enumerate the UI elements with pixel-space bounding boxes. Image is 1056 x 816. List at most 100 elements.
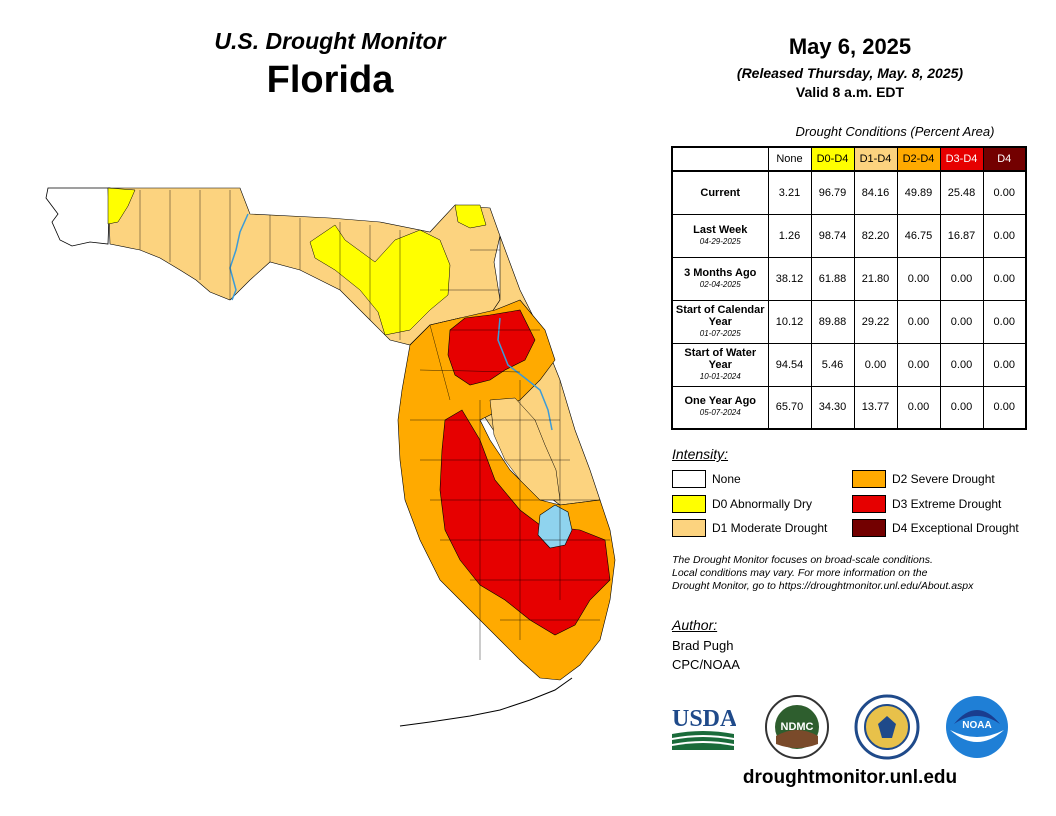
author-name: Brad Pugh (672, 638, 734, 653)
column-header-d2-d4: D2-D4 (896, 146, 941, 172)
legend-swatch-d3 (852, 495, 886, 513)
row-label: Last Week (693, 223, 748, 236)
author-title: Author: (672, 617, 718, 633)
column-header-d0-d4: D0-D4 (810, 146, 855, 172)
lake-okeechobee (537, 504, 573, 549)
legend-label-d0: D0 Abnormally Dry (712, 497, 813, 511)
table-cell: 38.12 (767, 256, 812, 301)
table-row: 3 Months Ago 02-04-2025 38.12 61.88 21.80 0.0… (671, 256, 1027, 301)
table-row: One Year Ago 05-07-2024 65.70 34.30 13.77 0.0… (671, 385, 1027, 430)
row-label: Start of Water Year (684, 346, 757, 371)
legend-item-d1: D1 Moderate Drought (672, 519, 827, 537)
usda-logo: USDA (672, 706, 736, 750)
commerce-seal-logo (854, 694, 920, 760)
row-date: 10-01-2024 (699, 371, 741, 381)
table-cell: 89.88 (810, 299, 855, 344)
legend-item-d2: D2 Severe Drought (852, 470, 995, 488)
table-cell: 0.00 (982, 385, 1027, 430)
map-region-d0-ne (454, 204, 487, 229)
intensity-legend: None D0 Abnormally Dry D1 Moderate Droug… (672, 470, 1042, 542)
table-cell: 96.79 (810, 170, 855, 215)
intensity-title: Intensity: (672, 446, 729, 462)
table-row: Start of Calendar Year 01-07-2025 10.12 89.… (671, 299, 1027, 344)
table-cell: 0.00 (982, 213, 1027, 258)
table-cell: 0.00 (939, 299, 984, 344)
table-cell: 94.54 (767, 342, 812, 387)
florida-keys (399, 677, 573, 727)
row-header: Last Week 04-29-2025 (671, 213, 769, 258)
map-title-block: U.S. Drought Monitor Florida (160, 28, 500, 102)
table-cell: 16.87 (939, 213, 984, 258)
row-header: Start of Water Year 10-01-2024 (671, 342, 769, 387)
drought-stats-table: None D0-D4 D1-D4 D2-D4 D3-D4 D4 Current 3… (671, 146, 1027, 430)
column-header-d3-d4: D3-D4 (939, 146, 984, 172)
map-region-d3-south (439, 409, 611, 636)
table-cell: 0.00 (939, 342, 984, 387)
note-line-3: Drought Monitor, go to https://droughtmo… (672, 580, 974, 592)
table-cell: 0.00 (896, 299, 941, 344)
column-header-d4: D4 (982, 146, 1027, 172)
row-date: 04-29-2025 (699, 236, 741, 246)
row-label: One Year Ago (684, 395, 757, 408)
table-cell: 1.26 (767, 213, 812, 258)
table-row: Last Week 04-29-2025 1.26 98.74 82.20 46.75 16… (671, 213, 1027, 258)
partner-logos: USDA NDMC NOAA (668, 694, 1028, 764)
note-line-1: The Drought Monitor focuses on broad-sca… (672, 554, 933, 566)
table-cell: 25.48 (939, 170, 984, 215)
noaa-logo-text: NOAA (962, 720, 991, 731)
row-header: Start of Calendar Year 01-07-2025 (671, 299, 769, 344)
release-date: (Released Thursday, May. 8, 2025) (736, 65, 964, 81)
table-corner (672, 147, 768, 171)
apalachicola-river (229, 213, 249, 301)
row-header: Current (671, 170, 769, 215)
map-region-d0-north (309, 224, 451, 336)
county-boundaries (139, 190, 610, 660)
legend-swatch-d0 (672, 495, 706, 513)
map-date: May 6, 2025 (788, 34, 912, 59)
table-header-row: None D0-D4 D1-D4 D2-D4 D3-D4 D4 (672, 146, 1027, 172)
table-cell: 3.21 (767, 170, 812, 215)
table-cell: 0.00 (982, 342, 1027, 387)
table-cell: 0.00 (896, 342, 941, 387)
map-region-d3-north (447, 309, 536, 386)
table-cell: 61.88 (810, 256, 855, 301)
table-cell: 0.00 (896, 385, 941, 430)
table-cell: 0.00 (853, 342, 898, 387)
legend-label-d4: D4 Exceptional Drought (892, 521, 1019, 535)
legend-label-d1: D1 Moderate Drought (712, 521, 828, 535)
ndmc-logo-text: NDMC (781, 721, 814, 733)
legend-swatch-d2 (852, 470, 886, 488)
disclaimer-note: The Drought Monitor focuses on broad-sca… (672, 554, 1042, 593)
legend-label-d3: D3 Extreme Drought (892, 497, 1002, 511)
column-header-none: None (767, 146, 812, 172)
row-label: Current (700, 186, 741, 199)
table-cell: 10.12 (767, 299, 812, 344)
table-cell: 0.00 (939, 385, 984, 430)
florida-drought-map (45, 187, 616, 727)
row-date: 01-07-2025 (699, 328, 741, 338)
legend-item-none: None (672, 470, 741, 488)
table-cell: 46.75 (896, 213, 941, 258)
row-header: One Year Ago 05-07-2024 (671, 385, 769, 430)
date-block: May 6, 2025 (Released Thursday, May. 8, … (690, 34, 1010, 100)
table-cell: 49.89 (896, 170, 941, 215)
table-cell: 0.00 (896, 256, 941, 301)
table-cell: 21.80 (853, 256, 898, 301)
legend-swatch-d4 (852, 519, 886, 537)
ndmc-logo: NDMC (765, 695, 829, 759)
table-cell: 5.46 (810, 342, 855, 387)
column-header-d1-d4: D1-D4 (853, 146, 898, 172)
row-header: 3 Months Ago 02-04-2025 (671, 256, 769, 301)
row-date: 05-07-2024 (699, 408, 741, 418)
table-row: Current 3.21 96.79 84.16 49.89 25.48 0.00 (671, 170, 1027, 215)
website-link[interactable]: droughtmonitor.unl.edu (742, 767, 958, 788)
table-cell: 0.00 (982, 256, 1027, 301)
table-cell: 0.00 (982, 170, 1027, 215)
noaa-logo: NOAA (946, 696, 1008, 758)
table-cell: 82.20 (853, 213, 898, 258)
table-caption: Drought Conditions (Percent Area) (795, 124, 995, 139)
table-cell: 0.00 (982, 299, 1027, 344)
row-date: 02-04-2025 (699, 279, 741, 289)
st-johns-river (497, 317, 553, 431)
legend-label-d2: D2 Severe Drought (892, 472, 995, 486)
